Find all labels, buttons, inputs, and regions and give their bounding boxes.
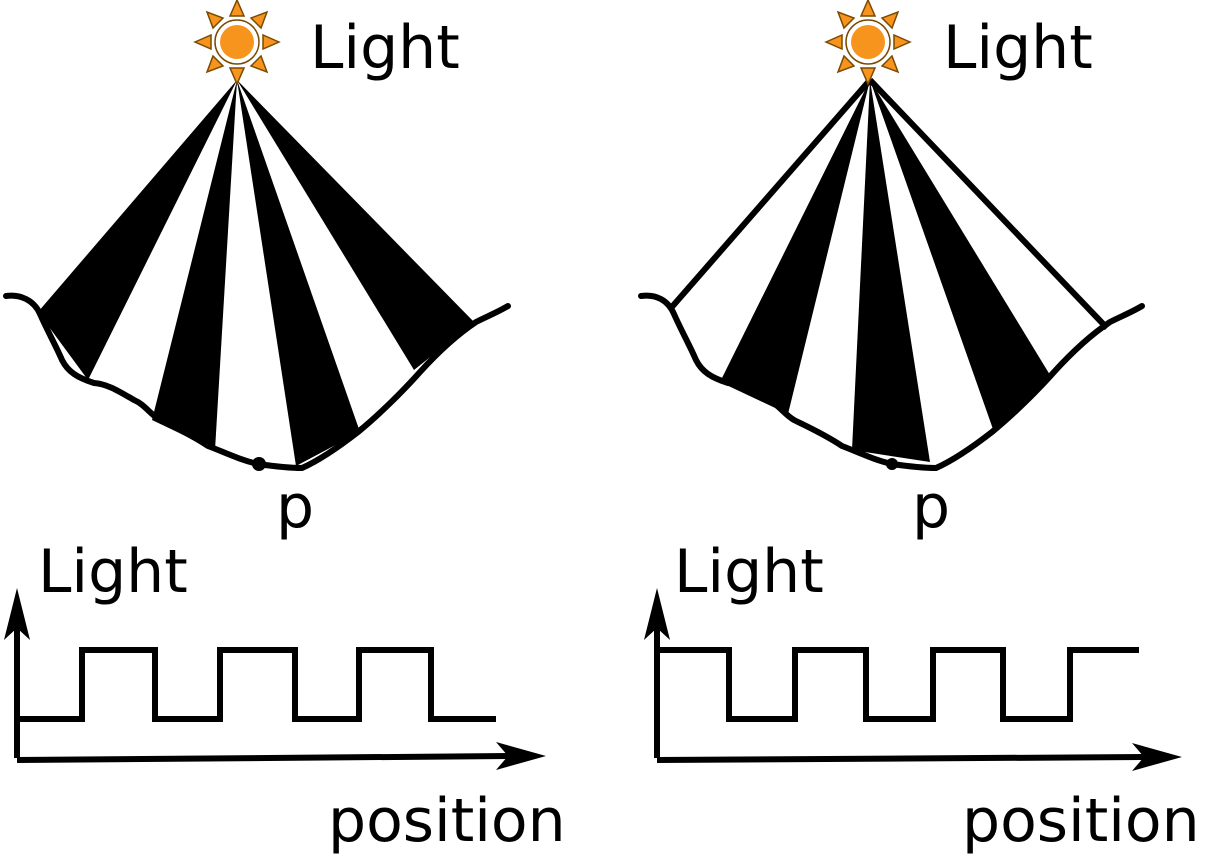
- right-x-axis-label: position: [962, 786, 1200, 856]
- right-panel: [638, 0, 1182, 771]
- right-point-p-dot: [886, 458, 898, 470]
- right-x-arrowhead: [1132, 743, 1182, 771]
- right-graph: [644, 588, 1182, 771]
- right-x-axis: [656, 754, 1151, 763]
- left-panel: [3, 0, 546, 770]
- right-light-source-label: Light: [943, 13, 1093, 83]
- left-x-axis-label: position: [328, 786, 566, 856]
- right-cone-edge-right: [867, 77, 1110, 331]
- left-y-arrowhead: [4, 588, 30, 640]
- left-graph: [4, 588, 546, 770]
- left-x-axis: [16, 753, 515, 763]
- left-y-axis-label: Light: [38, 537, 188, 607]
- left-surface: [3, 292, 511, 471]
- left-point-p-dot: [252, 457, 266, 471]
- right-point-label: p: [912, 472, 951, 542]
- left-light-cone: [38, 80, 474, 466]
- sun-icon: [193, 0, 281, 86]
- right-stripe-3: [870, 80, 1050, 432]
- right-stripe-1: [720, 80, 870, 414]
- right-stripe-2: [852, 80, 930, 462]
- right-light-cone: [668, 77, 1110, 462]
- left-stripe-4: [237, 80, 474, 370]
- right-y-axis-label: Light: [674, 537, 824, 607]
- sun-icon: [824, 0, 912, 86]
- left-light-source-label: Light: [310, 13, 460, 83]
- right-light-signal: [657, 647, 1139, 722]
- left-light-signal: [17, 647, 496, 722]
- left-point-label: p: [276, 472, 315, 542]
- right-surface: [638, 292, 1145, 471]
- left-stripe-1: [38, 80, 237, 380]
- left-x-arrowhead: [496, 742, 546, 770]
- right-cone-edge-left: [668, 78, 873, 310]
- right-y-arrowhead: [644, 588, 670, 640]
- left-stripe-3: [237, 80, 360, 466]
- left-stripe-2: [152, 80, 237, 450]
